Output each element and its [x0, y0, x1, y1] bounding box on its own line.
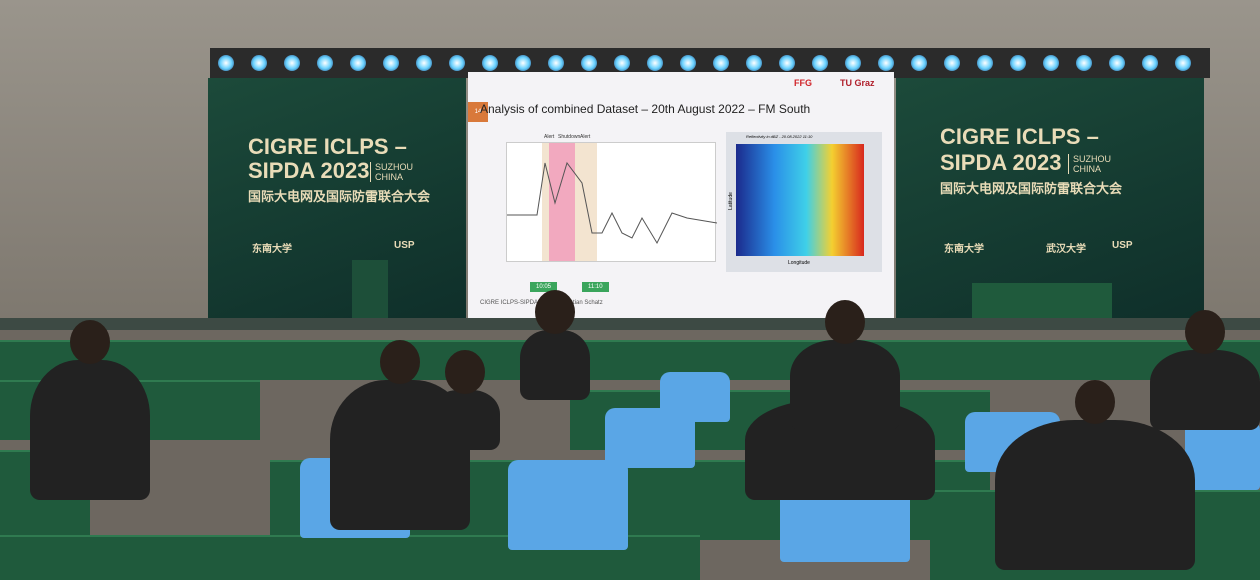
audience-head [825, 300, 865, 344]
logo-seu: 东南大学 [944, 244, 984, 255]
stage-light [1010, 55, 1026, 71]
radar-xlabel: Longitude [788, 260, 810, 266]
logo-usp: USP [1112, 240, 1133, 251]
stage-light [482, 55, 498, 71]
stage-light [317, 55, 333, 71]
stage-light [845, 55, 861, 71]
stage-light [977, 55, 993, 71]
audience-member [995, 420, 1195, 570]
stage-light [1043, 55, 1059, 71]
right-banner: CIGRE ICLPS – SIPDA 2023 SUZHOU CHINA 国际大… [896, 78, 1204, 318]
audience-head [380, 340, 420, 384]
radar-title: Reflectivity in dBZ - 20.08.2022 11:10 [746, 134, 813, 139]
banner-location: SUZHOU CHINA [370, 162, 413, 182]
podium [352, 260, 388, 318]
audience-member [430, 390, 500, 450]
stage-light [218, 55, 234, 71]
shutdown-zone [549, 143, 575, 261]
stage-light [647, 55, 663, 71]
stage-light [1109, 55, 1125, 71]
stage-light [911, 55, 927, 71]
stage-light [779, 55, 795, 71]
slide-page: 14 [468, 102, 488, 122]
stage-light [284, 55, 300, 71]
city: SUZHOU [1073, 154, 1111, 164]
logo-tugraz: TU Graz [840, 78, 875, 88]
audience-head [70, 320, 110, 364]
radar-ylabel: Latitude [727, 192, 734, 210]
chart-label-alert-2: Alert [580, 134, 591, 140]
stage-light [713, 55, 729, 71]
stage-light [1175, 55, 1191, 71]
left-banner: CIGRE ICLPS – SIPDA 2023 SUZHOU CHINA 国际大… [208, 78, 466, 318]
stage-light [251, 55, 267, 71]
table [0, 340, 1260, 380]
audience-head [1075, 380, 1115, 424]
chart-label-shutdown: Shutdown [558, 134, 581, 140]
chair [1185, 420, 1260, 490]
audience-member [30, 360, 150, 500]
logo-ffg: FFG [794, 78, 812, 88]
banner-title-2: SIPDA 2023 [248, 158, 370, 183]
stage-light [515, 55, 531, 71]
stage-light [581, 55, 597, 71]
stage-light [383, 55, 399, 71]
audience-member [1150, 350, 1260, 430]
banner-chinese: 国际大电网及国际防雷联合大会 [248, 189, 431, 204]
banner-title-2: SIPDA 2023 [940, 150, 1062, 175]
banner-title-1: CIGRE ICLPS – [248, 134, 407, 159]
stage-light [350, 55, 366, 71]
chart-line [507, 161, 717, 245]
chair [508, 460, 628, 550]
audience-head [445, 350, 485, 394]
stage-light [812, 55, 828, 71]
banner-chinese: 国际大电网及国际防雷联合大会 [940, 181, 1123, 196]
field-mill-chart [506, 142, 717, 262]
chart-label-alert: Alert [544, 134, 555, 140]
stage-light [680, 55, 696, 71]
projected-slide: 14 FFG TU Graz Analysis of combined Data… [468, 72, 894, 318]
logo-whu: 武汉大学 [1046, 244, 1086, 255]
radar-image [736, 144, 864, 256]
audience-member [790, 340, 900, 430]
audience-member [520, 330, 590, 400]
time-tag-end: 11:10 [582, 282, 609, 292]
stage-light [944, 55, 960, 71]
chair [660, 372, 730, 422]
logo-seu: 东南大学 [252, 244, 292, 255]
slide-title: Analysis of combined Dataset – 20th Augu… [480, 102, 811, 116]
banner-location: SUZHOU CHINA [1068, 154, 1111, 174]
audience-head [1185, 310, 1225, 354]
banner-title-1: CIGRE ICLPS – [940, 124, 1099, 149]
stage-light [1076, 55, 1092, 71]
stage-light [1142, 55, 1158, 71]
audience-head [535, 290, 575, 334]
stage-light [878, 55, 894, 71]
stage-light [416, 55, 432, 71]
stage-light [449, 55, 465, 71]
time-tag-start: 10:05 [530, 282, 558, 292]
city: SUZHOU [375, 162, 413, 172]
radar-map: Reflectivity in dBZ - 20.08.2022 11:10 L… [726, 132, 882, 272]
country: CHINA [375, 172, 404, 182]
stage-light [548, 55, 564, 71]
country: CHINA [1073, 164, 1102, 174]
logo-usp: USP [394, 240, 415, 251]
stage-light [746, 55, 762, 71]
stage-light [614, 55, 630, 71]
